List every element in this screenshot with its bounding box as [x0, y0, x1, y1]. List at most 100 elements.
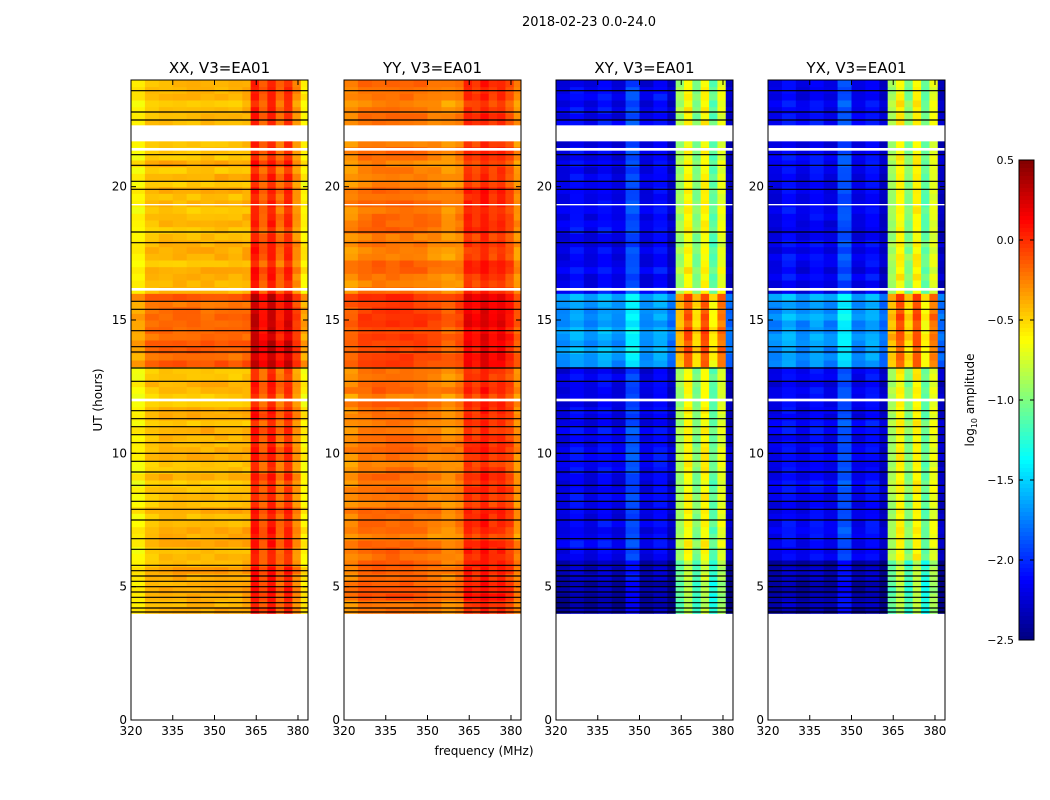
heatmap-cell — [583, 426, 599, 434]
heatmap-cell — [242, 153, 252, 161]
heatmap-cell — [667, 553, 677, 561]
heatmap-cell — [463, 293, 473, 301]
heatmap-cell — [865, 526, 880, 534]
heatmap-cell — [937, 353, 946, 361]
heatmap-cell — [399, 200, 415, 208]
heatmap-cell — [357, 426, 373, 434]
heatmap-cell — [556, 373, 571, 381]
heatmap-cell — [912, 560, 922, 568]
heatmap-cell — [781, 266, 797, 274]
heatmap-cell — [242, 486, 252, 494]
heatmap-cell — [795, 313, 811, 321]
heatmap-cell — [556, 580, 571, 588]
heatmap-cell — [851, 266, 866, 274]
heatmap-cell — [921, 560, 930, 568]
heatmap-cell — [300, 346, 309, 354]
heatmap-cell — [472, 500, 481, 508]
heatmap-cell — [427, 213, 442, 221]
heatmap-cell — [851, 366, 866, 374]
heatmap-cell — [912, 606, 922, 614]
heatmap-cell — [700, 166, 710, 174]
heatmap-cell — [937, 500, 946, 508]
heatmap-cell — [879, 293, 889, 301]
heatmap-cell — [597, 226, 613, 234]
heatmap-cell — [692, 166, 702, 174]
heatmap-cell — [186, 553, 202, 561]
heatmap-cell — [242, 213, 252, 221]
heatmap-cell — [488, 413, 498, 421]
heatmap-cell — [172, 540, 188, 548]
heatmap-cell — [667, 320, 677, 328]
heatmap-cell — [275, 180, 285, 188]
heatmap-cell — [275, 486, 285, 494]
heatmap-cell — [692, 520, 702, 528]
heatmap-cell — [879, 373, 889, 381]
heatmap-cell — [887, 353, 897, 361]
heatmap-cell — [887, 473, 897, 481]
heatmap-cell — [144, 166, 160, 174]
heatmap-cell — [717, 440, 727, 448]
heatmap-cell — [597, 413, 613, 421]
heatmap-cell — [172, 433, 188, 441]
heatmap-cell — [684, 553, 693, 561]
heatmap-cell — [144, 173, 160, 181]
heatmap-cell — [653, 246, 668, 254]
heatmap-cell — [399, 80, 415, 88]
heatmap-cell — [357, 313, 373, 321]
heatmap-cell — [300, 480, 309, 488]
heatmap-cell — [427, 106, 442, 114]
heatmap-cell — [357, 520, 373, 528]
heatmap-cell — [267, 313, 277, 321]
data-gap — [131, 288, 308, 291]
heatmap-cell — [611, 453, 627, 461]
heatmap-cell — [399, 440, 415, 448]
heatmap-cell — [463, 426, 473, 434]
heatmap-cell — [472, 380, 481, 388]
heatmap-cell — [300, 393, 309, 401]
heatmap-cell — [242, 386, 252, 394]
heatmap-cell — [937, 246, 946, 254]
heatmap-cell — [597, 373, 613, 381]
heatmap-cell — [186, 606, 202, 614]
heatmap-cell — [275, 346, 285, 354]
heatmap-cell — [228, 160, 243, 168]
heatmap-cell — [795, 320, 811, 328]
heatmap-cell — [569, 206, 585, 214]
heatmap-cell — [653, 160, 668, 168]
heatmap-cell — [795, 573, 811, 581]
heatmap-cell — [653, 573, 668, 581]
heatmap-cell — [488, 373, 498, 381]
heatmap-cell — [709, 120, 718, 128]
heatmap-cell — [214, 353, 229, 361]
heatmap-cell — [513, 473, 522, 481]
heatmap-cell — [284, 333, 293, 341]
heatmap-cell — [692, 600, 702, 608]
heatmap-cell — [144, 366, 160, 374]
x-tick-label: 320 — [545, 724, 568, 738]
heatmap-cell — [344, 380, 359, 388]
heatmap-cell — [275, 306, 285, 314]
heatmap-cell — [214, 526, 229, 534]
heatmap-cell — [904, 493, 914, 501]
heatmap-cell — [556, 453, 571, 461]
heatmap-cell — [267, 186, 277, 194]
heatmap-cell — [463, 573, 473, 581]
heatmap-cell — [781, 380, 797, 388]
heatmap-cell — [172, 440, 188, 448]
heatmap-cell — [242, 193, 252, 201]
heatmap-cell — [455, 453, 465, 461]
heatmap-cell — [480, 473, 490, 481]
heatmap-cell — [267, 173, 277, 181]
heatmap-cell — [921, 340, 930, 348]
heatmap-cell — [267, 533, 277, 541]
heatmap-cell — [292, 460, 302, 468]
heatmap-cell — [488, 346, 498, 354]
heatmap-cell — [158, 80, 174, 88]
heatmap-cell — [413, 486, 428, 494]
heatmap-cell — [569, 366, 585, 374]
heatmap-cell — [344, 600, 359, 608]
heatmap-cell — [292, 273, 302, 281]
heatmap-cell — [300, 360, 309, 368]
heatmap-cell — [488, 446, 498, 454]
heatmap-cell — [292, 246, 302, 254]
